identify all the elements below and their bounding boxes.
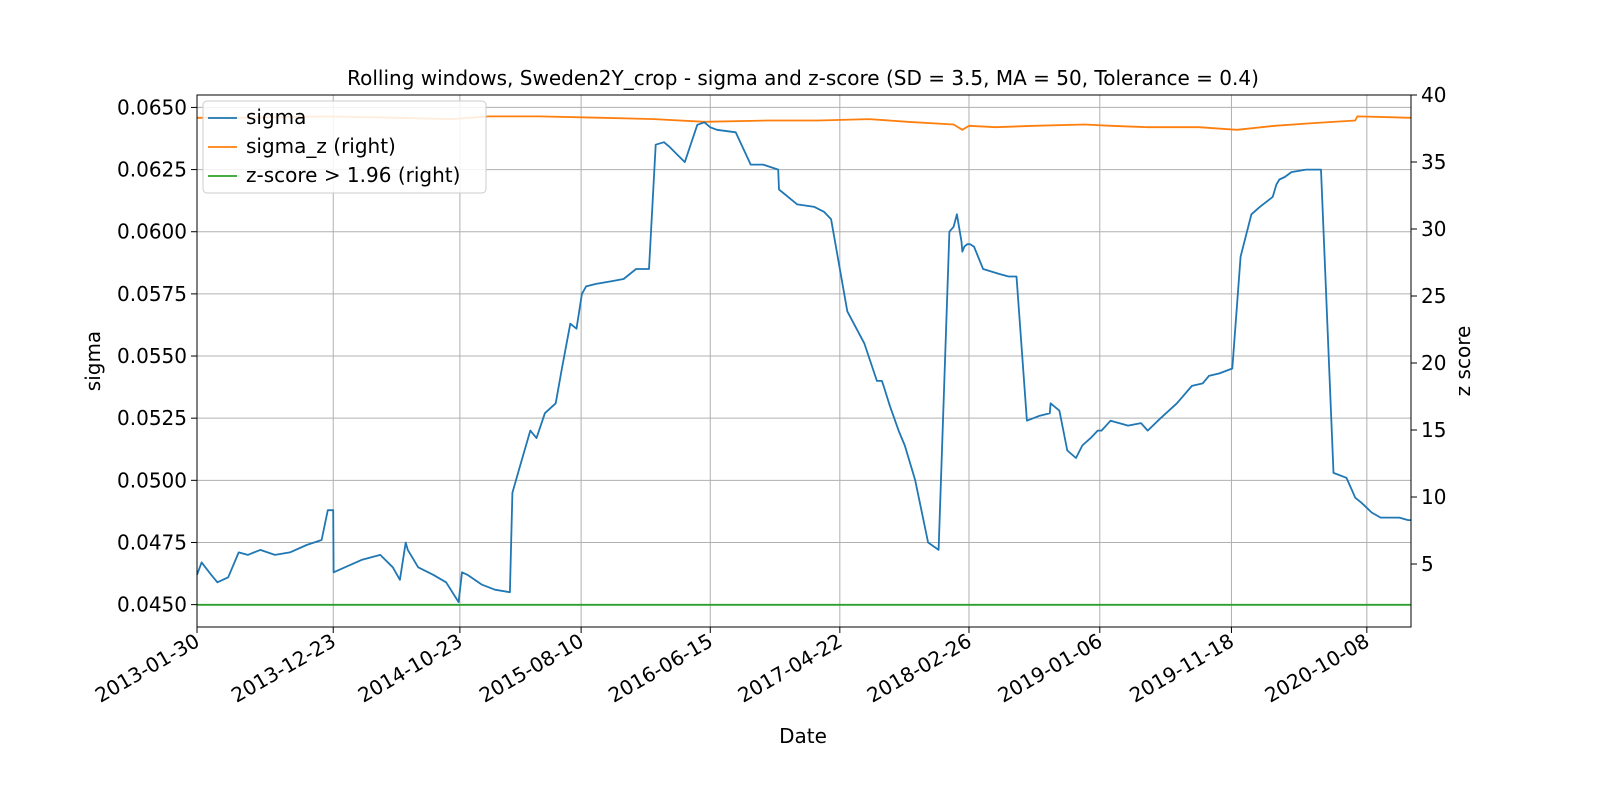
- plot-frame: [196, 94, 1412, 628]
- legend: sigma sigma_z (right) z-score > 1.96 (ri…: [202, 100, 487, 194]
- y2-tick-label: 20: [1421, 351, 1446, 375]
- y2-tick-label: 35: [1421, 150, 1446, 174]
- y2-tick-label: 30: [1421, 217, 1446, 241]
- y-axis-right: 5 10 15 20 25 30 35 40: [1411, 83, 1446, 576]
- y-tick-label: 0.0625: [117, 158, 187, 182]
- y-axis-title: sigma: [81, 331, 105, 391]
- y-tick-label: 0.0450: [117, 593, 187, 617]
- y-tick-label: 0.0575: [117, 282, 187, 306]
- legend-box: [202, 100, 487, 194]
- chart-title: Rolling windows, Sweden2Y_crop - sigma a…: [347, 66, 1259, 90]
- legend-label-sigma-z: sigma_z (right): [246, 134, 396, 158]
- y-tick-label: 0.0600: [117, 220, 187, 244]
- y-axis-left: 0.0450 0.0475 0.0500 0.0525 0.0550 0.0575 0.06…: [117, 95, 197, 617]
- y-tick-label: 0.0650: [117, 95, 187, 119]
- y2-tick-label: 5: [1421, 552, 1434, 576]
- y2-tick-label: 25: [1421, 284, 1446, 308]
- y2-axis-title: z score: [1451, 326, 1475, 397]
- y-tick-label: 0.0550: [117, 344, 187, 368]
- y2-tick-label: 10: [1421, 485, 1446, 509]
- y-tick-label: 0.0475: [117, 530, 187, 554]
- y2-tick-label: 40: [1421, 83, 1446, 107]
- x-axis-title: Date: [779, 724, 827, 748]
- y-tick-label: 0.0525: [117, 406, 187, 430]
- sigma-line: [196, 121, 1411, 603]
- y-tick-label: 0.0500: [117, 468, 187, 492]
- y2-tick-label: 15: [1421, 418, 1446, 442]
- legend-label-sigma: sigma: [246, 105, 306, 129]
- legend-label-zscore: z-score > 1.96 (right): [246, 163, 460, 187]
